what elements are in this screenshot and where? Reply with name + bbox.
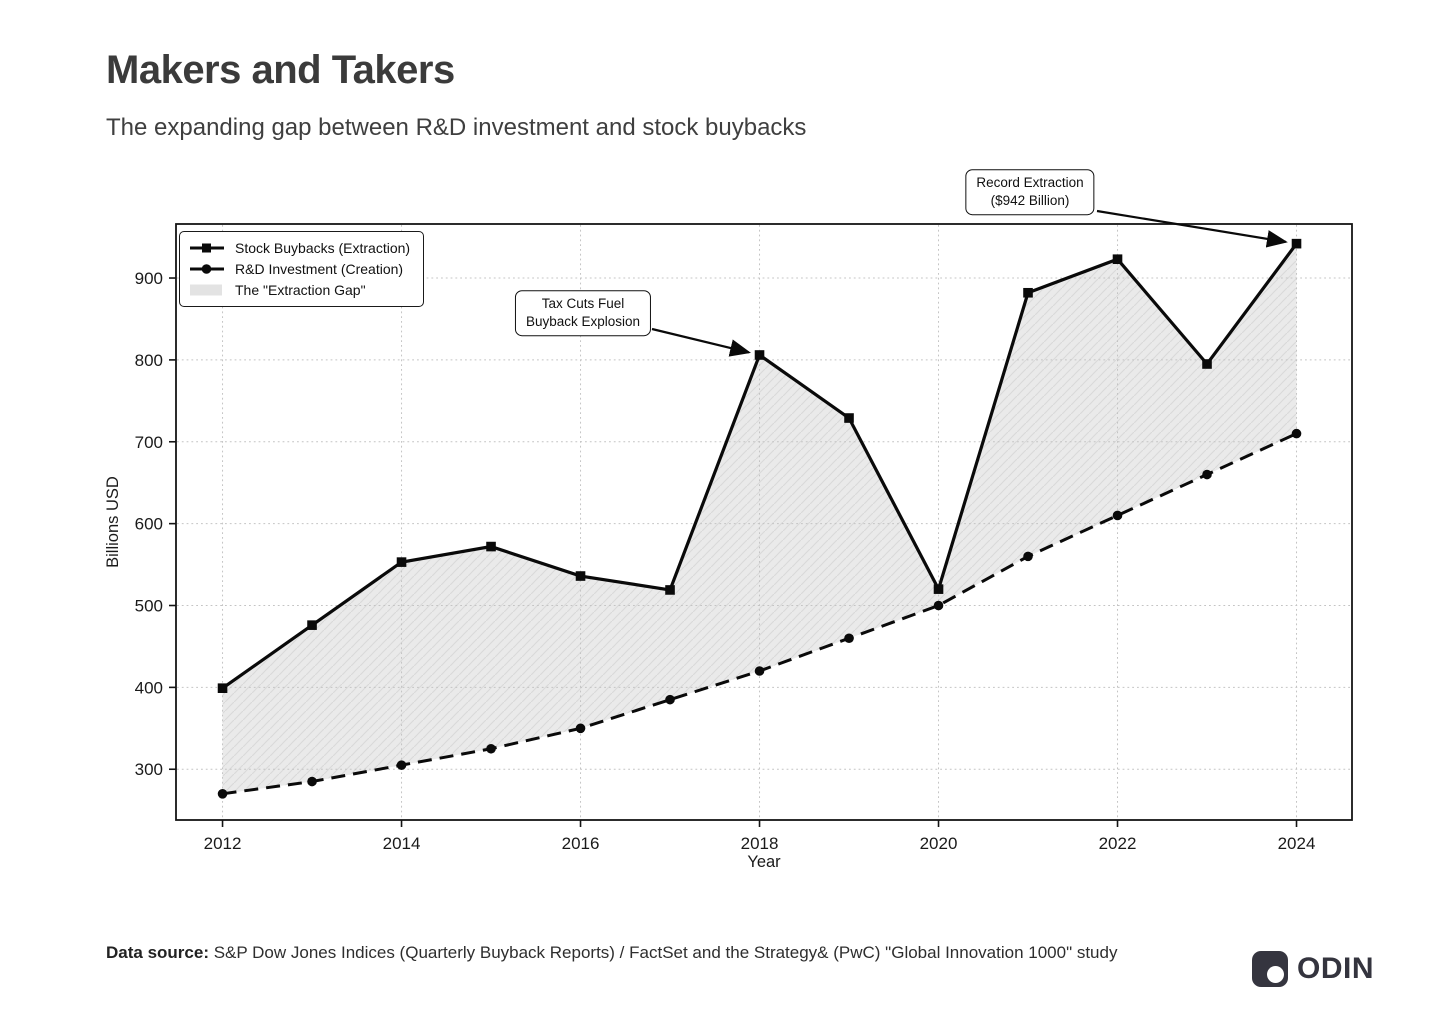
- x-tick-label: 2024: [1278, 834, 1316, 853]
- annotation-tax-cuts-line1: Tax Cuts Fuel: [541, 296, 625, 312]
- gap-fill-swatch-icon: [190, 284, 222, 296]
- rnd-point: [575, 723, 586, 734]
- buyback-point: [575, 571, 586, 581]
- solid-line-square-marker-icon: [190, 243, 224, 253]
- annotation-record-line2: ($942 Billion): [990, 193, 1070, 208]
- y-tick-label: 600: [135, 515, 163, 534]
- x-tick-label: 2020: [920, 834, 958, 853]
- buyback-point: [217, 683, 228, 693]
- legend-label-buybacks: Stock Buybacks (Extraction): [235, 240, 411, 256]
- legend-item-gap: The "Extraction Gap": [189, 281, 410, 299]
- rnd-point: [1291, 428, 1302, 439]
- rnd-point: [933, 600, 944, 611]
- annotation-arrow: [651, 327, 751, 357]
- annotation-tax-cuts-line2: Buyback Explosion: [525, 314, 641, 329]
- buyback-point: [1023, 287, 1033, 298]
- data-source-label: Data source:: [106, 943, 209, 962]
- page-subtitle: The expanding gap between R&D investment…: [106, 114, 807, 141]
- rnd-point: [1112, 510, 1123, 521]
- page-title: Makers and Takers: [106, 48, 455, 92]
- x-axis-title: Year: [747, 853, 781, 871]
- rnd-point: [307, 776, 317, 787]
- annotation-tax-cuts: Tax Cuts Fuel Buyback Explosion: [514, 290, 652, 336]
- rnd-point: [844, 633, 854, 644]
- y-tick-label: 300: [135, 760, 163, 779]
- annotation-arrow: [1096, 209, 1288, 248]
- buyback-point: [1202, 359, 1212, 369]
- rnd-point: [665, 694, 675, 705]
- y-tick-label: 500: [135, 597, 163, 616]
- rnd-point: [486, 743, 496, 754]
- buyback-point: [307, 620, 317, 630]
- chart-legend: Stock Buybacks (Extraction) R&D Investme…: [179, 231, 425, 307]
- x-tick-label: 2022: [1099, 834, 1137, 853]
- odin-brand: ODIN: [1252, 951, 1374, 987]
- buyback-point: [486, 541, 496, 552]
- rnd-point: [1023, 551, 1033, 562]
- legend-item-buybacks: Stock Buybacks (Extraction): [189, 239, 410, 257]
- legend-item-rnd: R&D Investment (Creation): [189, 260, 410, 278]
- annotation-record-line1: Record Extraction: [976, 175, 1084, 191]
- y-tick-label: 800: [135, 351, 163, 370]
- buyback-point: [1291, 238, 1302, 249]
- y-axis-title: Billions USD: [104, 476, 122, 568]
- legend-label-gap: The "Extraction Gap": [235, 282, 366, 298]
- annotation-record-extraction: Record Extraction ($942 Billion): [965, 169, 1095, 215]
- buyback-point: [665, 585, 675, 595]
- x-tick-label: 2012: [204, 834, 242, 853]
- rnd-point: [1202, 469, 1212, 480]
- x-tick-label: 2016: [562, 834, 600, 853]
- legend-label-rnd: R&D Investment (Creation): [235, 261, 404, 277]
- data-source-text: S&P Dow Jones Indices (Quarterly Buyback…: [213, 943, 1118, 962]
- y-tick-label: 400: [135, 678, 163, 697]
- y-tick-label: 700: [135, 433, 163, 452]
- rnd-point: [396, 760, 407, 770]
- buyback-point: [754, 350, 765, 360]
- buyback-point: [844, 413, 854, 423]
- x-tick-label: 2014: [383, 834, 421, 853]
- buyback-point: [396, 557, 407, 567]
- odin-brand-name: ODIN: [1297, 952, 1374, 985]
- buyback-point: [1112, 254, 1123, 265]
- buyback-point: [933, 584, 944, 594]
- odin-logo-dot: [1267, 966, 1284, 983]
- rnd-point: [217, 789, 228, 799]
- odin-logo-icon: [1252, 951, 1288, 987]
- plot-border: [175, 223, 1353, 821]
- rnd-point: [754, 666, 765, 676]
- y-tick-label: 900: [135, 269, 163, 288]
- dashed-line-circle-marker-icon: [190, 264, 224, 274]
- x-tick-label: 2018: [741, 834, 779, 853]
- data-source-note: Data source: S&P Dow Jones Indices (Quar…: [106, 943, 1117, 963]
